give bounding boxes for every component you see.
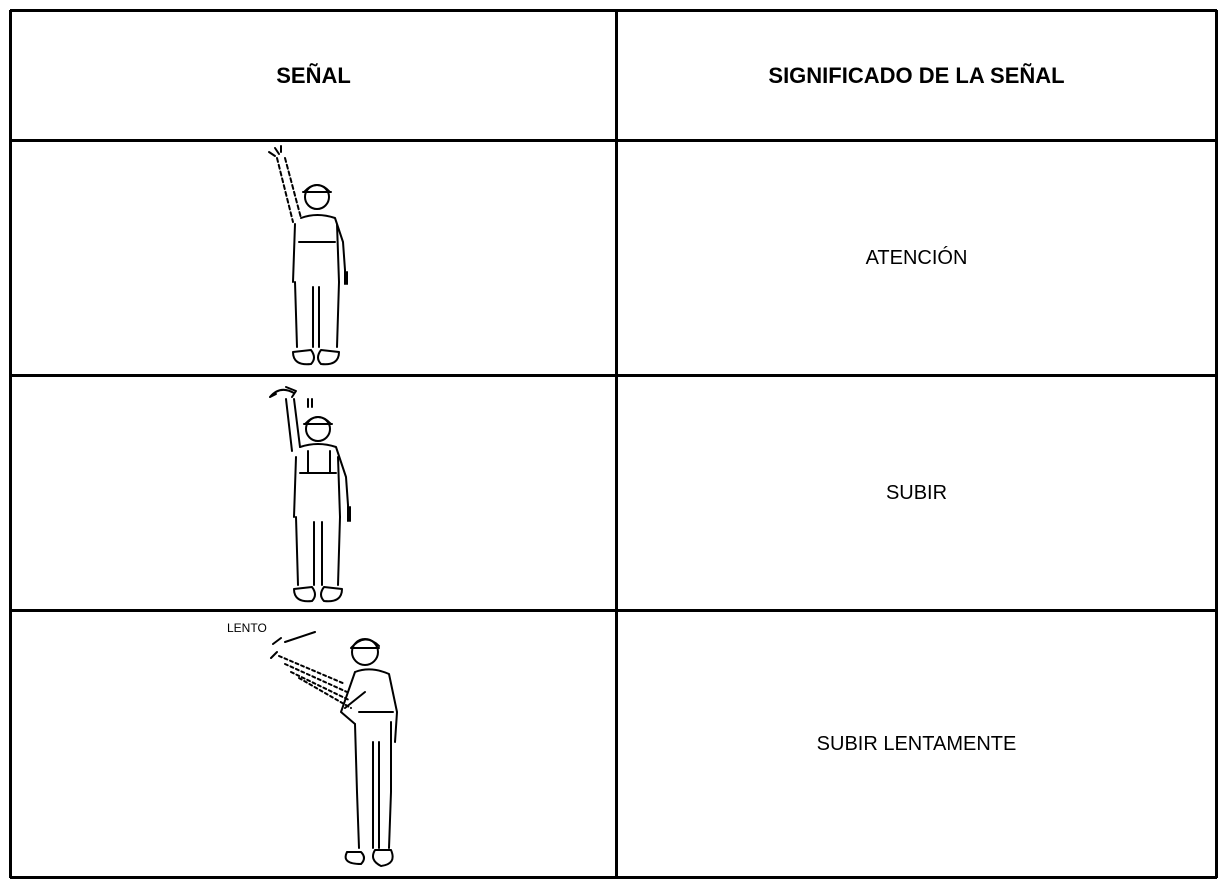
meaning-cell: ATENCIÓN <box>865 246 968 269</box>
meaning-cell: SUBIR LENTAMENTE <box>816 732 1017 755</box>
meaning-cell: SUBIR <box>885 481 948 504</box>
table-border <box>9 10 12 878</box>
signal-figure: LENTO <box>227 621 398 867</box>
signal-figure <box>268 145 348 366</box>
column-divider <box>615 10 618 878</box>
figure-text: LENTO <box>227 621 267 635</box>
signal-figure <box>269 386 351 603</box>
header-cell: SIGNIFICADO DE LA SEÑAL <box>768 62 1065 88</box>
row-divider <box>10 609 1217 612</box>
row-divider <box>10 374 1217 377</box>
table-border <box>1215 10 1218 878</box>
row-divider <box>10 139 1217 142</box>
header-cell: SEÑAL <box>276 62 351 88</box>
table-border <box>10 876 1217 879</box>
table-border <box>10 9 1217 12</box>
